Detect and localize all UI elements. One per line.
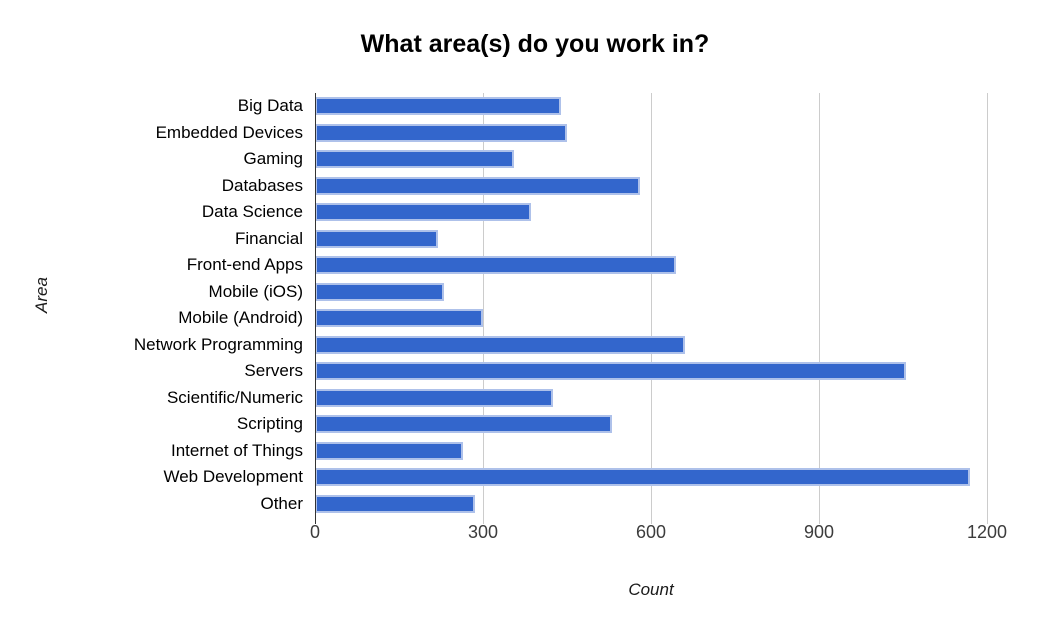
x-tick-label-0: 0 — [309, 522, 320, 542]
category-label-other: Other — [260, 493, 303, 513]
category-label-big-data: Big Data — [237, 96, 303, 116]
x-axis-title: Count — [628, 580, 674, 599]
y-axis-line — [315, 93, 316, 524]
x-tick-label-1200: 1200 — [966, 522, 1008, 542]
category-label-web-development: Web Development — [163, 467, 303, 487]
bar-gaming — [315, 150, 514, 169]
gridline-300 — [483, 93, 484, 517]
gridline-1200 — [987, 93, 988, 517]
plot-area — [315, 93, 988, 524]
category-label-servers: Servers — [244, 361, 303, 381]
category-label-financial: Financial — [234, 228, 303, 248]
category-label-embedded-devices: Embedded Devices — [155, 122, 303, 142]
bar-mobile-ios — [315, 282, 444, 301]
category-label-scientific-numeric: Scientific/Numeric — [166, 387, 303, 407]
bar-network-programming — [315, 335, 685, 354]
bar-financial — [315, 229, 439, 248]
bar-servers — [315, 362, 906, 381]
category-label-scripting: Scripting — [236, 414, 303, 434]
x-tick-label-300: 300 — [467, 522, 499, 542]
bar-scripting — [315, 415, 612, 434]
category-axis-labels: Big Data Embedded Devices Gaming Databases D… — [0, 93, 303, 517]
category-label-front-end-apps: Front-end Apps — [186, 255, 303, 275]
bar-databases — [315, 176, 640, 195]
category-label-databases: Databases — [221, 175, 303, 195]
gridline-900 — [819, 93, 820, 517]
x-tick-600 — [651, 517, 652, 524]
bar-other — [315, 494, 475, 513]
bar-big-data — [315, 97, 562, 116]
x-tick-label-900: 900 — [803, 522, 835, 542]
category-label-network-programming: Network Programming — [133, 334, 303, 354]
bar-web-development — [315, 468, 971, 487]
y-axis-title: Area — [32, 277, 51, 313]
bar-data-science — [315, 203, 531, 222]
gridline-600 — [651, 93, 652, 517]
x-tick-1200 — [987, 517, 988, 524]
x-tick-300 — [483, 517, 484, 524]
bar-scientific-numeric — [315, 388, 553, 407]
category-label-mobile-ios: Mobile (iOS) — [208, 281, 303, 301]
x-tick-900 — [819, 517, 820, 524]
bar-internet-of-things — [315, 441, 464, 460]
category-label-data-science: Data Science — [201, 202, 303, 222]
bar-mobile-android — [315, 309, 483, 328]
chart-title: What area(s) do you work in? — [360, 30, 710, 58]
bar-front-end-apps — [315, 256, 677, 275]
x-tick-label-600: 600 — [635, 522, 667, 542]
category-label-internet-of-things: Internet of Things — [171, 440, 303, 460]
bar-embedded-devices — [315, 123, 567, 142]
category-label-mobile-android: Mobile (Android) — [178, 308, 303, 328]
category-label-gaming: Gaming — [243, 149, 303, 169]
